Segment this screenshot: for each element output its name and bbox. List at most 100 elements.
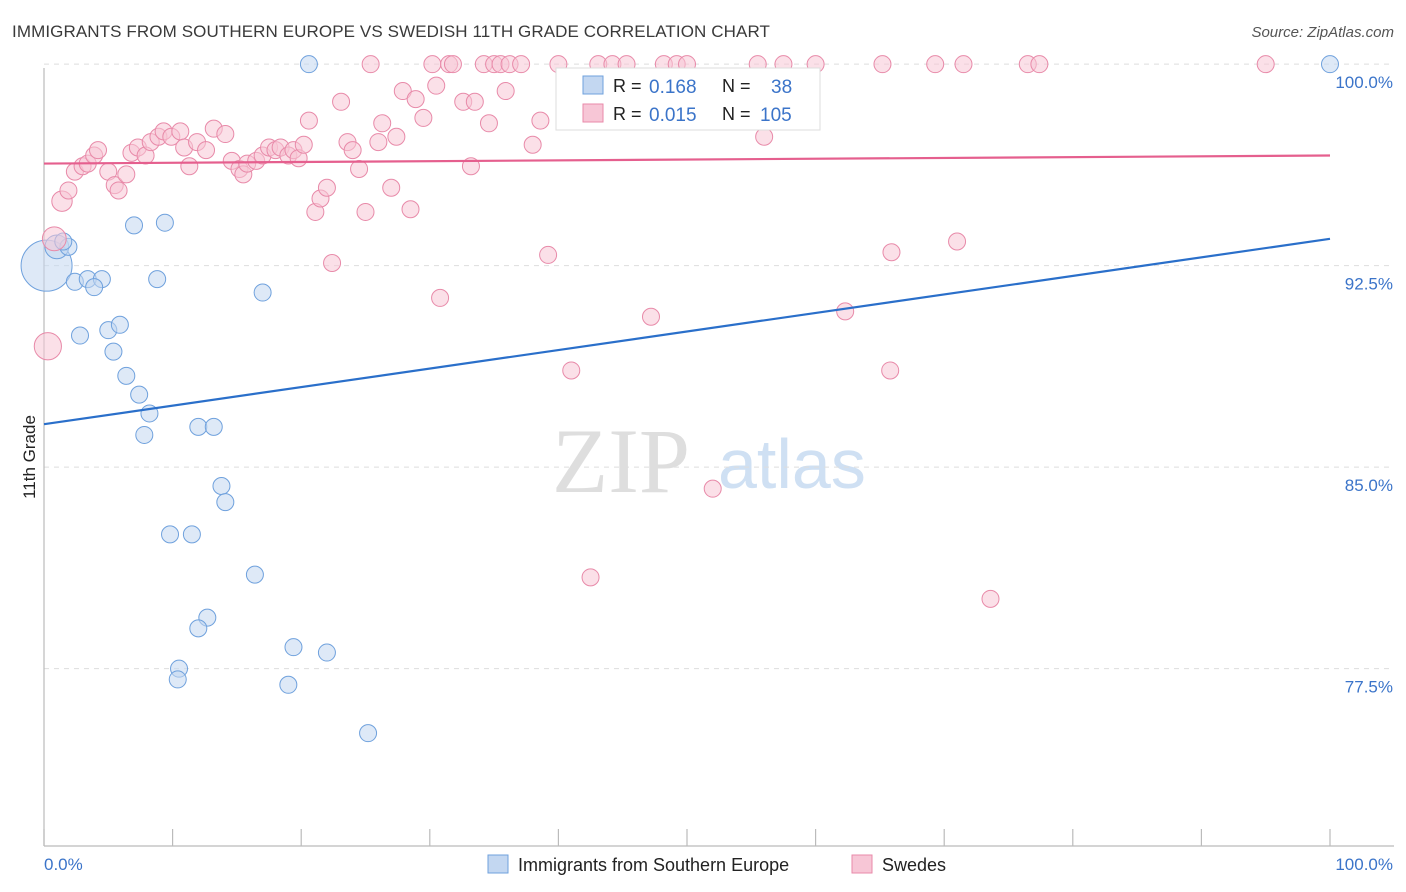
swedes-data-point (641, 307, 660, 326)
swedes-data-point (562, 361, 581, 380)
swedes-data-point (343, 141, 362, 160)
swedes-data-point (294, 135, 313, 154)
immigrants-data-point (71, 326, 90, 345)
watermark-zip: ZIP (552, 410, 690, 512)
swedes-data-point (926, 55, 945, 74)
swedes-data-point (171, 122, 190, 141)
immigrants-trend-line (43, 237, 1331, 426)
swedes-data-point (512, 55, 531, 74)
swedes-data-point (948, 232, 967, 251)
x-axis-ticks (43, 829, 1331, 846)
swedes-data-point (361, 55, 380, 74)
immigrants-data-point (85, 278, 104, 297)
y-tick-label: 92.5% (1345, 275, 1393, 294)
correlation-legend: R = 0.168 N = 38 R = 0.015 N = 105 (555, 67, 821, 131)
swedes-data-point (89, 141, 108, 160)
immigrants-data-point (189, 417, 208, 436)
swedes-data-point (414, 108, 433, 127)
swedes-data-point (1256, 55, 1275, 74)
watermark-atlas: atlas (718, 425, 866, 503)
swedes-data-point (33, 332, 62, 361)
swedes-data-point (836, 302, 855, 321)
series-legend: Immigrants from Southern Europe Swedes (487, 854, 946, 875)
immigrants-data-point (189, 619, 208, 638)
y-axis-tick-labels: 77.5% 85.0% 92.5% 100.0% (1335, 73, 1393, 697)
bottom-legend-label-immigrants: Immigrants from Southern Europe (518, 855, 789, 875)
immigrants-data-point (148, 270, 167, 289)
swedes-data-point (216, 125, 235, 144)
swedes-data-point (350, 159, 369, 178)
immigrants-data-point (284, 638, 303, 657)
swedes-data-point (523, 135, 542, 154)
trend-lines (43, 154, 1331, 426)
immigrants-data-point (104, 342, 123, 361)
axes (43, 68, 1394, 847)
immigrants-data-point (125, 216, 144, 235)
swedes-data-point (373, 114, 392, 133)
swedes-data-point (197, 141, 216, 160)
immigrants-data-point (117, 366, 136, 385)
series-swedes-points (33, 55, 1275, 608)
legend-r-value-2: 0.015 (649, 105, 697, 126)
bottom-legend-label-swedes: Swedes (882, 855, 946, 875)
y-axis-label: 11th Grade (20, 415, 39, 499)
swedes-data-point (755, 127, 774, 146)
legend-swatch-blue (582, 75, 604, 95)
swedes-data-point (431, 288, 450, 307)
source-credit: Source: ZipAtlas.com (1251, 24, 1394, 41)
immigrants-data-point (216, 493, 235, 512)
legend-r-value-1: 0.168 (649, 77, 697, 98)
swedes-data-point (180, 157, 199, 176)
immigrants-data-point (245, 565, 264, 584)
swedes-data-point (1030, 55, 1049, 74)
swedes-data-point (117, 165, 136, 184)
swedes-data-point (479, 114, 498, 133)
swedes-data-point (465, 92, 484, 111)
immigrants-data-point (161, 525, 180, 544)
legend-swatch-pink (582, 103, 604, 123)
bottom-legend-swatch-blue (487, 854, 509, 874)
x-tick-label-max: 100.0% (1335, 855, 1393, 874)
swedes-data-point (981, 589, 1000, 608)
swedes-data-point (393, 82, 412, 101)
legend-r-label-1: R = (613, 76, 642, 96)
swedes-data-point (873, 55, 892, 74)
immigrants-data-point (204, 417, 223, 436)
swedes-data-point (496, 82, 515, 101)
y-tick-label: 77.5% (1345, 678, 1393, 697)
swedes-data-point (41, 226, 67, 252)
swedes-data-point (539, 245, 558, 264)
y-tick-label: 100.0% (1335, 73, 1393, 92)
swedes-data-point (59, 181, 78, 200)
swedes-data-point (427, 76, 446, 95)
immigrants-data-point (212, 476, 231, 495)
swedes-data-point (443, 55, 462, 74)
swedes-data-point (881, 361, 900, 380)
immigrants-data-point (279, 675, 298, 694)
gridlines (44, 63, 1394, 670)
swedes-data-point (387, 127, 406, 146)
legend-n-value-2: 105 (760, 105, 792, 126)
x-tick-label-min: 0.0% (44, 855, 83, 874)
immigrants-data-point (168, 670, 187, 689)
immigrants-data-point (359, 724, 378, 743)
swedes-data-point (531, 111, 550, 130)
swedes-data-point (109, 181, 128, 200)
legend-n-label-1: N = (722, 76, 751, 96)
swedes-data-point (703, 479, 722, 498)
swedes-data-point (954, 55, 973, 74)
immigrants-data-point (1321, 55, 1339, 74)
immigrants-data-point (253, 283, 272, 302)
swedes-data-point (382, 178, 401, 197)
immigrants-data-point (110, 315, 129, 334)
swedes-data-point (323, 253, 342, 272)
immigrants-data-point (155, 213, 174, 232)
immigrants-data-point (135, 425, 154, 444)
swedes-data-point (406, 90, 425, 109)
immigrants-data-point (299, 55, 318, 74)
swedes-trend-line (43, 154, 1331, 165)
legend-n-label-2: N = (722, 104, 751, 124)
y-tick-label: 85.0% (1345, 476, 1393, 495)
swedes-data-point (369, 133, 388, 152)
